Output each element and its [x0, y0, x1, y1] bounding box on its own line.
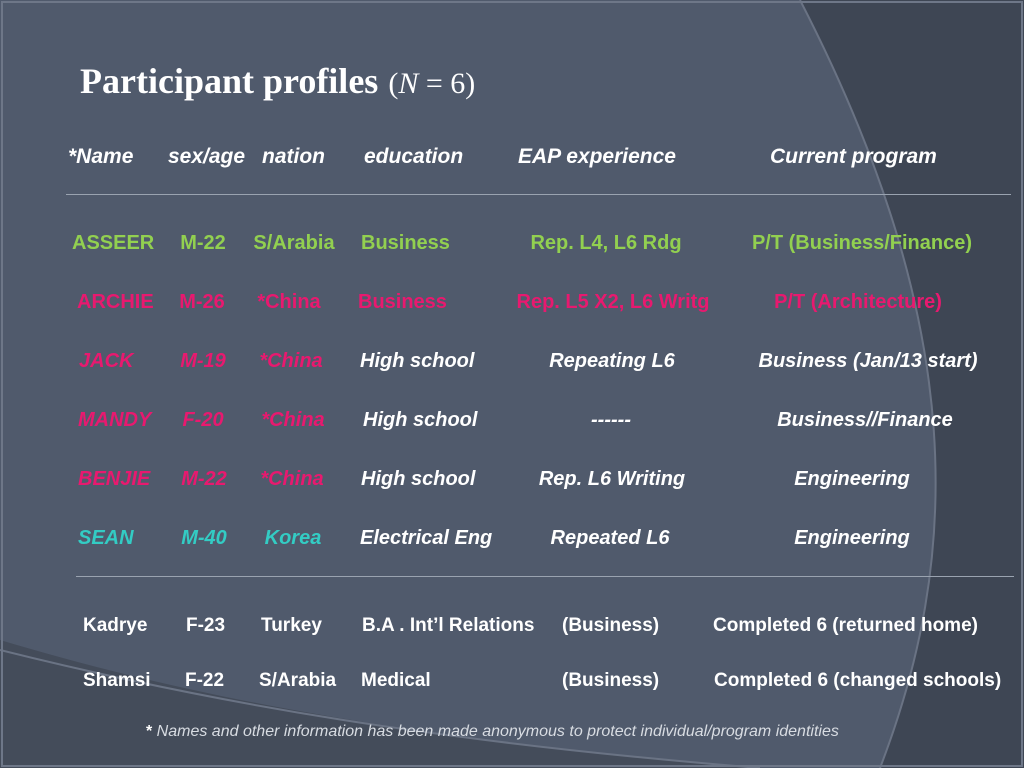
table-row-3-sex-age: M-19	[180, 350, 226, 372]
table-row-1-sex-age: M-22	[180, 232, 226, 254]
table-row-4-sex-age: F-20	[182, 409, 224, 431]
other-row-2-name: Shamsi	[83, 670, 151, 691]
table-row-4-eap: ------	[591, 409, 631, 431]
table-row-6-education: Electrical Eng	[360, 527, 493, 549]
table-row-3-program: Business (Jan/13 start)	[758, 350, 978, 372]
table-row-3-nation: *China	[259, 350, 323, 372]
other-row-1-program: Completed 6 (returned home)	[713, 615, 978, 636]
table-row-2-education: Business	[358, 291, 447, 313]
table-row-6-eap: Repeated L6	[550, 527, 670, 549]
header-eap-experience: EAP experience	[518, 145, 676, 168]
other-row-2-eap: (Business)	[562, 670, 660, 691]
table-row-1-name: ASSEER	[72, 232, 155, 254]
table-row-3-eap: Repeating L6	[549, 350, 675, 372]
header-name: *Name	[68, 145, 134, 168]
other-row-1-name: Kadrye	[83, 615, 148, 636]
other-row-1-nation: Turkey	[261, 615, 322, 636]
table-row-4-education: High school	[363, 409, 478, 431]
header-nation: nation	[262, 145, 325, 168]
table-row-4-nation: *China	[261, 409, 325, 431]
table-row-3-name: JACK	[79, 350, 134, 372]
table-row-5-program: Engineering	[794, 468, 910, 490]
slide-title: Participant profiles (N = 6)	[80, 60, 475, 102]
table-row-2-eap: Rep. L5 X2, L6 Writg	[516, 291, 710, 313]
table-row-4-program: Business//Finance	[777, 409, 953, 431]
header-divider	[66, 194, 1011, 195]
table-row-6-nation: Korea	[264, 527, 322, 549]
table-row-1-eap: Rep. L4, L6 Rdg	[530, 232, 682, 254]
title-n-count: (N = 6)	[388, 67, 476, 100]
table-row-1-education: Business	[361, 232, 450, 254]
other-row-2-program: Completed 6 (changed schools)	[714, 670, 1002, 691]
table-row-5-sex-age: M-22	[181, 468, 227, 490]
table-row-2-program: P/T (Architecture)	[774, 291, 942, 313]
table-row-5-nation: *China	[260, 468, 324, 490]
other-row-2-nation: S/Arabia	[259, 670, 337, 691]
title-main: Participant profiles	[80, 61, 379, 101]
table-row-2-sex-age: M-26	[179, 291, 225, 313]
table-row-2-nation: *China	[257, 291, 321, 313]
table-row-6-sex-age: M-40	[181, 527, 227, 549]
table-row-5-name: BENJIE	[78, 468, 151, 490]
section-divider	[76, 576, 1014, 577]
header-education: education	[364, 145, 464, 168]
table-row-6-program: Engineering	[794, 527, 910, 549]
other-row-1-sex-age: F-23	[186, 615, 226, 636]
other-row-1-eap: (Business)	[562, 615, 660, 636]
other-row-1-education: B.A . Int’l Relations	[362, 615, 535, 636]
header-current-program: Current program	[770, 145, 937, 168]
table-row-4-name: MANDY	[78, 409, 152, 431]
footnote-text: Names and other information has been mad…	[152, 723, 839, 740]
other-row-2-education: Medical	[361, 670, 431, 691]
table-row-1-program: P/T (Business/Finance)	[751, 232, 973, 254]
table-row-1-nation: S/Arabia	[253, 232, 335, 254]
header-sex-age: sex/age	[168, 145, 246, 168]
table-row-2-name: ARCHIE	[77, 291, 154, 313]
other-row-2-sex-age: F-22	[185, 670, 225, 691]
table-row-5-eap: Rep. L6 Writing	[538, 468, 686, 490]
table-row-6-name: SEAN	[78, 527, 134, 549]
footnote-star: *	[146, 723, 153, 740]
table-row-5-education: High school	[361, 468, 476, 490]
footnote: * Names and other information has been m…	[146, 723, 839, 741]
table-row-3-education: High school	[360, 350, 475, 372]
